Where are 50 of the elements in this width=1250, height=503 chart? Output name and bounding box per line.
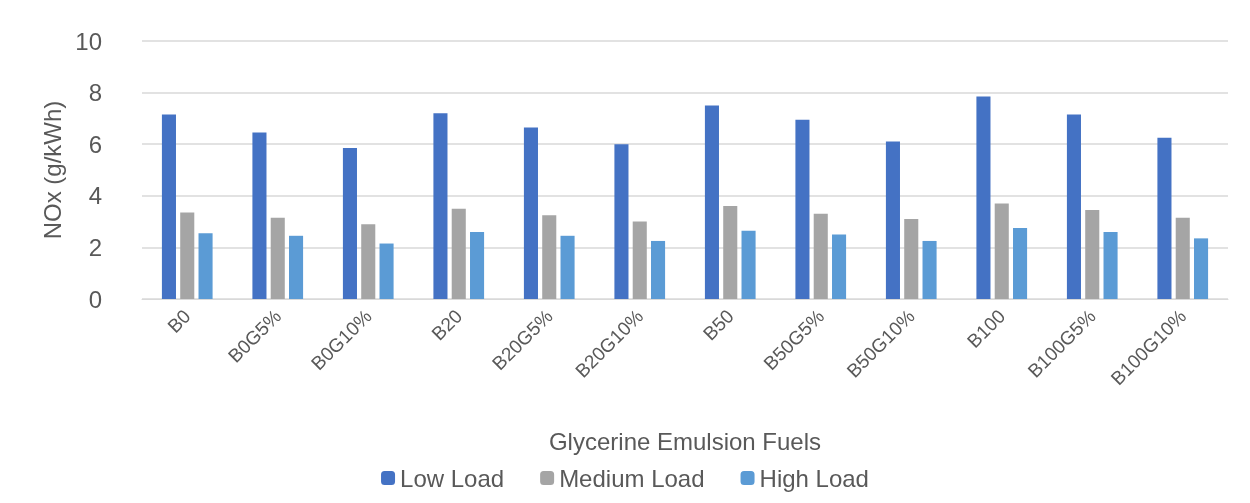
bar (1066, 114, 1081, 299)
bar (1175, 217, 1190, 299)
bar (704, 105, 719, 299)
bar (560, 235, 575, 299)
bar (632, 221, 647, 299)
bar (523, 127, 538, 299)
legend-label: Medium Load (559, 464, 705, 492)
bar (832, 234, 847, 299)
y-tick-label: 4 (88, 182, 102, 210)
bar (1013, 228, 1028, 299)
bar (741, 230, 756, 299)
bar (976, 96, 991, 299)
y-tick-label: 8 (88, 79, 102, 107)
y-tick-label: 2 (88, 233, 102, 261)
y-tick-label: 10 (75, 27, 102, 55)
bar (1194, 238, 1209, 299)
y-tick-label: 0 (88, 285, 102, 313)
y-tick-label: 6 (88, 130, 102, 158)
bar (1157, 137, 1172, 299)
bar (379, 243, 394, 299)
bar (289, 235, 304, 299)
y-axis-title: NOx (g/kWh) (38, 100, 66, 240)
bar (885, 141, 900, 299)
bar (270, 217, 285, 299)
bar (614, 144, 629, 299)
bar (470, 231, 485, 299)
bar (161, 114, 176, 299)
bar (542, 215, 557, 299)
bar (651, 240, 666, 299)
bar (922, 240, 937, 299)
bar (198, 233, 213, 299)
bar (433, 113, 448, 299)
bar (180, 212, 195, 299)
bar (1085, 209, 1100, 299)
bar (795, 119, 810, 299)
legend-label: High Load (759, 464, 869, 492)
bar (1103, 231, 1118, 299)
bar (813, 213, 828, 299)
bar (723, 206, 738, 299)
x-tick-label: B50 (698, 305, 738, 345)
bar (252, 132, 267, 299)
bar (342, 148, 357, 299)
bar (994, 203, 1009, 299)
x-tick-label: B0 (163, 305, 195, 337)
legend-label: Low Load (400, 464, 505, 492)
bar (361, 224, 376, 299)
x-axis-title: Glycerine Emulsion Fuels (548, 427, 822, 455)
x-tick-label: B20 (427, 305, 467, 345)
bar (904, 219, 919, 299)
bar (451, 208, 466, 299)
